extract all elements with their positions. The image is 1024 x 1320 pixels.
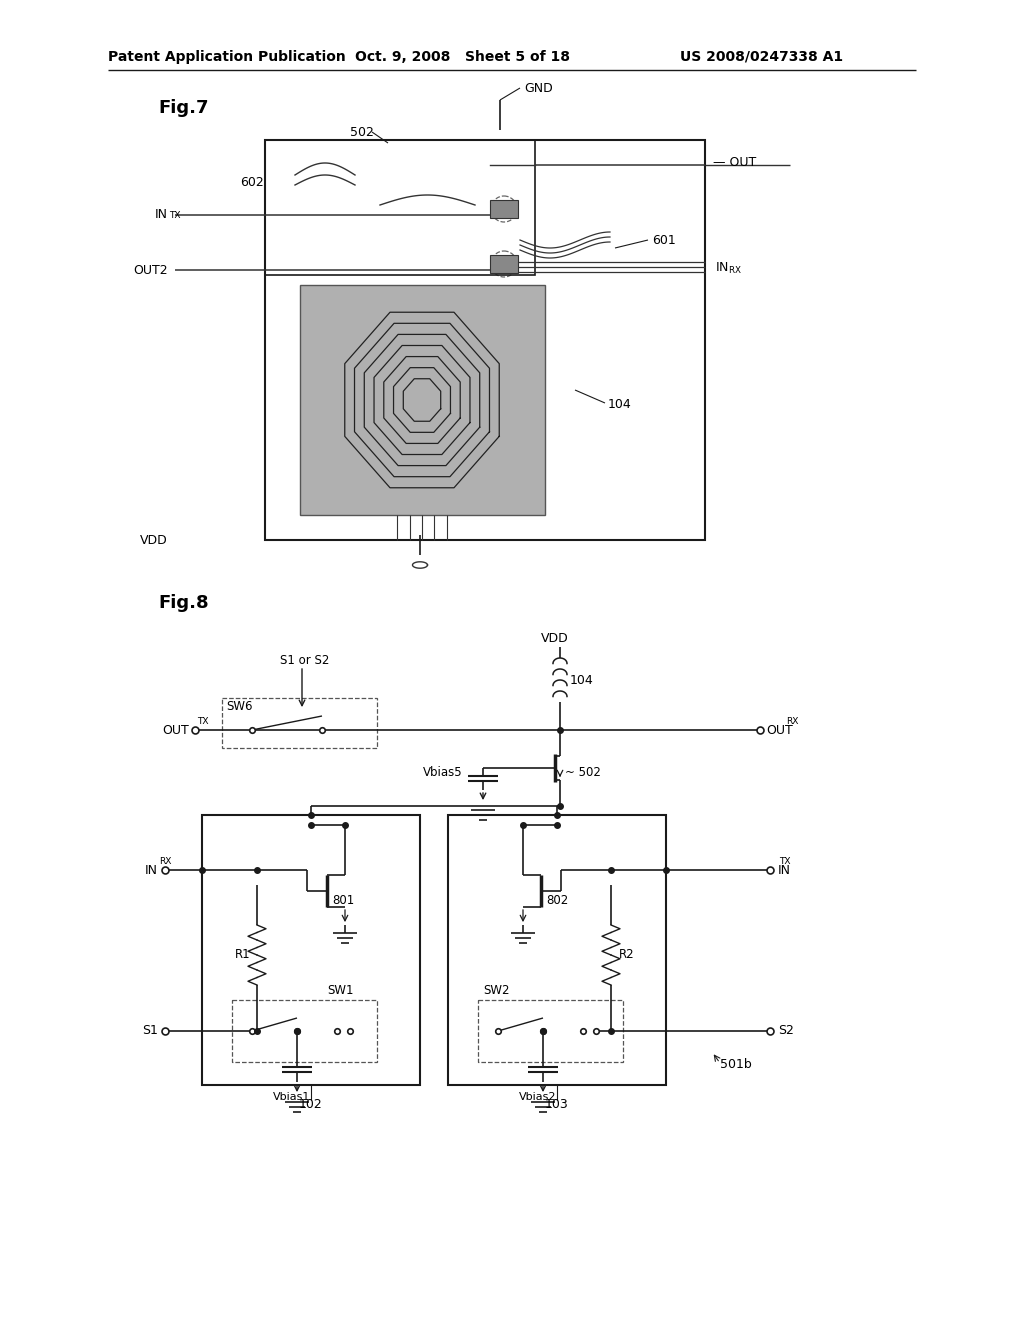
Bar [449, 814, 666, 1085]
Text: 602: 602 [240, 177, 264, 190]
Text: GND: GND [524, 82, 553, 95]
Text: 104: 104 [608, 399, 632, 412]
Text: 104: 104 [570, 673, 594, 686]
Text: $\mathregular{IN_{RX}}$: $\mathregular{IN_{RX}}$ [715, 260, 742, 276]
Text: OUT2: OUT2 [133, 264, 168, 276]
Text: 103: 103 [545, 1098, 569, 1111]
Bar [300, 285, 545, 515]
Text: 601: 601 [652, 234, 676, 247]
Text: 102: 102 [299, 1098, 323, 1111]
Text: VDD: VDD [541, 631, 569, 644]
Text: Fig.8: Fig.8 [158, 594, 209, 612]
Text: Vbias1: Vbias1 [273, 1092, 310, 1102]
Bar [490, 255, 518, 273]
Text: SW2: SW2 [483, 985, 510, 998]
Bar [265, 140, 705, 540]
Text: TX: TX [779, 857, 791, 866]
Text: TX: TX [169, 211, 180, 220]
Text: 502: 502 [350, 125, 374, 139]
Text: RX: RX [159, 857, 171, 866]
Text: Vbias2: Vbias2 [519, 1092, 557, 1102]
Text: SW1: SW1 [327, 985, 353, 998]
Text: Patent Application Publication: Patent Application Publication [108, 50, 346, 63]
Text: 501b: 501b [720, 1059, 752, 1072]
Text: IN: IN [778, 863, 791, 876]
Bar [222, 698, 377, 748]
Text: SW6: SW6 [226, 700, 253, 713]
Text: Vbias5: Vbias5 [423, 767, 463, 780]
Text: VDD: VDD [140, 533, 168, 546]
Text: 802: 802 [546, 894, 568, 907]
Text: TX: TX [197, 717, 209, 726]
Bar [232, 1001, 377, 1063]
Text: ~ 502: ~ 502 [565, 766, 601, 779]
Text: IN: IN [155, 209, 168, 222]
Text: 801: 801 [332, 894, 354, 907]
Text: IN: IN [145, 863, 158, 876]
Text: R2: R2 [618, 949, 635, 961]
Text: S1 or S2: S1 or S2 [281, 653, 330, 667]
Text: Fig.7: Fig.7 [158, 99, 209, 117]
Text: US 2008/0247338 A1: US 2008/0247338 A1 [680, 50, 843, 63]
Text: S1: S1 [142, 1024, 158, 1038]
Text: OUT: OUT [162, 723, 189, 737]
Text: RX: RX [786, 717, 799, 726]
Bar [478, 1001, 623, 1063]
Text: OUT: OUT [766, 723, 793, 737]
Bar [202, 814, 420, 1085]
Text: Oct. 9, 2008   Sheet 5 of 18: Oct. 9, 2008 Sheet 5 of 18 [355, 50, 570, 63]
Bar [490, 201, 518, 218]
Bar [265, 140, 535, 275]
Text: — OUT: — OUT [713, 157, 757, 169]
Text: S2: S2 [778, 1024, 794, 1038]
Text: R1: R1 [234, 949, 251, 961]
